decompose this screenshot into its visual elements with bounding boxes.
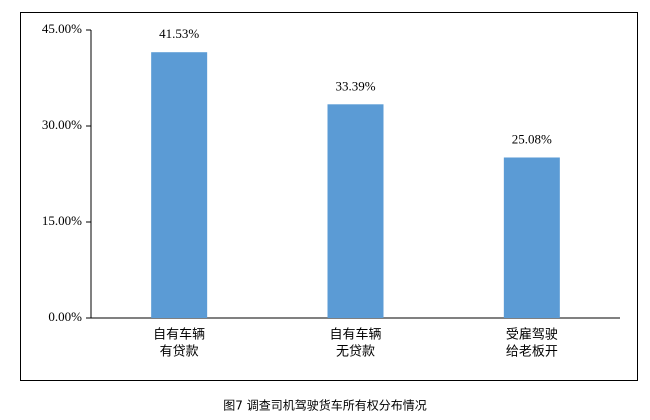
x-tick-label: 自有车辆 [329, 327, 381, 343]
x-tick-label: 受雇驾驶 [506, 327, 558, 343]
y-tick-label: 15.00% [42, 213, 82, 228]
y-tick-label: 30.00% [42, 117, 82, 132]
chart-frame [20, 12, 638, 381]
chart-title: 图7 调查司机驾驶货车所有权分布情况 [223, 398, 426, 413]
y-tick-label: 45.00% [42, 21, 82, 36]
x-tick-label: 无贷款 [336, 345, 375, 360]
value-label: 25.08% [512, 131, 552, 146]
value-label: 33.39% [335, 78, 375, 93]
bar [327, 104, 384, 318]
x-tick-label: 给老板开 [506, 345, 558, 360]
bar [151, 52, 208, 318]
x-tick-label: 有贷款 [160, 345, 199, 360]
x-tick-label: 自有车辆 [153, 327, 205, 343]
y-tick-label: 0.00% [48, 309, 82, 324]
bar [503, 157, 560, 318]
value-label: 41.53% [159, 26, 199, 41]
